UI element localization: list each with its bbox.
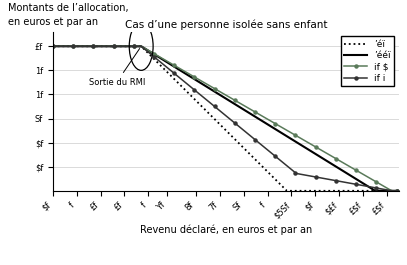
if i xyxy=(207,101,212,104)
if $ xyxy=(50,45,55,48)
’ééï xyxy=(207,87,212,90)
’ééï xyxy=(50,45,55,48)
Text: Montants de l’allocation,: Montants de l’allocation, xyxy=(8,3,129,13)
’éï xyxy=(254,160,259,163)
’ééï xyxy=(373,189,378,192)
if $ xyxy=(207,84,212,87)
Line: if i: if i xyxy=(51,45,400,192)
’ééï xyxy=(140,45,144,48)
’éï xyxy=(112,45,116,48)
if $ xyxy=(282,127,287,130)
Line: if $: if $ xyxy=(51,45,400,192)
if $ xyxy=(389,189,394,192)
if i xyxy=(282,162,287,165)
if i xyxy=(112,45,116,48)
if i xyxy=(311,175,316,178)
if $ xyxy=(254,111,259,114)
’éï xyxy=(207,112,212,116)
Legend: ’éï, ’ééï, if $, if i: ’éï, ’ééï, if $, if i xyxy=(341,36,394,86)
if $ xyxy=(396,189,401,192)
if $ xyxy=(140,45,144,48)
’éï xyxy=(311,189,316,192)
Line: ’éï: ’éï xyxy=(53,46,399,191)
’éï xyxy=(282,187,287,190)
’éï xyxy=(396,189,401,192)
’ééï xyxy=(282,133,287,136)
Title: Cas d’une personne isolée sans enfant: Cas d’une personne isolée sans enfant xyxy=(125,19,327,30)
’ééï xyxy=(254,116,259,119)
X-axis label: Revenu déclaré, en euros et par an: Revenu déclaré, en euros et par an xyxy=(140,224,312,235)
if i xyxy=(140,45,144,48)
Text: en euros et par an: en euros et par an xyxy=(8,17,98,28)
’ééï xyxy=(311,151,316,154)
if i xyxy=(254,139,259,143)
if i xyxy=(396,189,401,192)
Line: ’ééï: ’ééï xyxy=(53,46,399,191)
if i xyxy=(389,189,394,192)
’ééï xyxy=(396,189,401,192)
if $ xyxy=(311,144,316,147)
’éï xyxy=(140,45,144,48)
Text: Sortie du RMI: Sortie du RMI xyxy=(89,48,145,87)
if $ xyxy=(112,45,116,48)
’éï xyxy=(284,189,289,192)
’éï xyxy=(50,45,55,48)
if i xyxy=(50,45,55,48)
’ééï xyxy=(112,45,116,48)
